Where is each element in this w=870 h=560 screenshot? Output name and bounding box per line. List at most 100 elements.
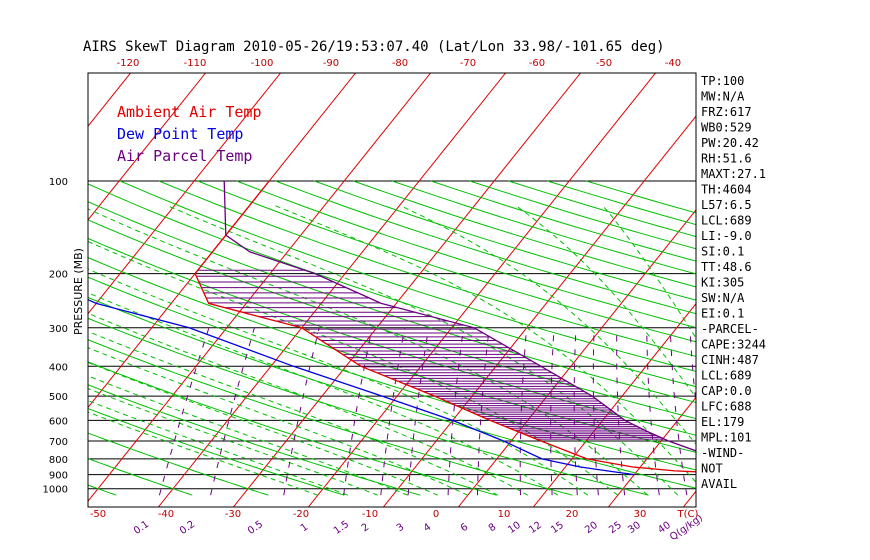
stability-index: LCL:689 — [701, 214, 752, 228]
top-temp-tick-label: -40 — [665, 58, 681, 69]
top-temp-tick-label: -70 — [460, 58, 476, 69]
moist-adiabat — [88, 388, 378, 496]
mixing-ratio-line — [616, 327, 626, 496]
top-temp-tick-label: -60 — [529, 58, 545, 69]
stability-index: WB0:529 — [701, 121, 752, 135]
chart-title: AIRS SkewT Diagram 2010-05-26/19:53:07.4… — [83, 39, 665, 55]
stability-index: RH:51.6 — [701, 152, 752, 166]
dry-adiabat — [88, 432, 269, 496]
dry-adiabat — [88, 339, 573, 496]
isotherm-line — [88, 73, 281, 315]
dry-adiabat — [88, 183, 696, 388]
bottom-temp-tick-label: 20 — [566, 509, 579, 520]
stability-index: PW:20.42 — [701, 136, 759, 150]
moist-adiabat — [88, 208, 649, 496]
pressure-tick-label: 100 — [49, 177, 68, 188]
dry-adiabat — [314, 180, 696, 301]
bottom-temp-tick-label: -40 — [158, 509, 174, 520]
top-temp-tick-label: -90 — [323, 58, 339, 69]
stability-index: SI:0.1 — [701, 245, 744, 259]
mixing-ratio-label: 1 — [299, 522, 311, 535]
pressure-tick-label: 500 — [49, 392, 68, 403]
stability-index: CAP:0.0 — [701, 384, 752, 398]
mixing-ratio-line — [550, 327, 555, 496]
mixing-ratio-label: 3 — [395, 522, 407, 535]
bottom-temp-tick-label: 30 — [634, 509, 647, 520]
dry-adiabat — [88, 484, 117, 496]
pressure-tick-label: 800 — [49, 455, 68, 466]
pressure-tick-label: 600 — [49, 416, 68, 427]
plot-frame — [87, 72, 697, 508]
moist-adiabat — [88, 375, 408, 496]
stability-index: SW:N/A — [701, 291, 745, 305]
moist-adiabat — [88, 240, 619, 496]
moist-adiabat — [88, 330, 499, 496]
dry-adiabat — [88, 458, 193, 496]
pressure-tick-label: 200 — [49, 270, 68, 281]
isotherm-line — [382, 115, 696, 507]
mixing-ratio-label: 30 — [626, 520, 643, 536]
isotherm-line — [833, 73, 870, 507]
dew-point-temp-line — [88, 298, 635, 476]
mixing-ratio-label: 8 — [487, 522, 499, 535]
bottom-temp-tick-label: -30 — [225, 509, 241, 520]
legend-dewpoint: Dew Point Temp — [117, 125, 243, 143]
mixing-ratio-line — [210, 327, 255, 496]
moist-adiabat — [88, 347, 469, 496]
top-temp-tick-label: -80 — [392, 58, 408, 69]
stability-index: LI:-9.0 — [701, 229, 752, 243]
mixing-ratio-line — [573, 327, 578, 496]
stability-index: MAXT:27.1 — [701, 167, 766, 181]
stability-index: FRZ:617 — [701, 105, 752, 119]
ambient-air-temp-line — [194, 180, 696, 473]
pressure-tick-label: 700 — [49, 437, 68, 448]
mixing-ratio-label: 6 — [459, 522, 471, 535]
isotherm-line — [232, 73, 581, 507]
bottom-temp-tick-label: -10 — [362, 509, 378, 520]
stability-index: MPL:101 — [701, 431, 752, 445]
bottom-temp-tick-label: -50 — [90, 509, 106, 520]
pressure-tick-label: 1000 — [43, 485, 68, 496]
isotherm-line — [457, 209, 696, 507]
isotherm-line — [88, 73, 356, 409]
isotherm-line — [532, 302, 696, 507]
mixing-ratio-line — [646, 327, 660, 496]
stability-index: TT:48.6 — [701, 260, 752, 274]
stability-index: AVAIL — [701, 477, 737, 491]
dry-adiabat — [88, 296, 696, 489]
mixing-ratio-label: 0.5 — [246, 519, 265, 537]
bottom-temp-tick-label: 10 — [498, 509, 511, 520]
bottom-temp-tick-label: T(C) — [677, 509, 699, 520]
stability-index: LCL:689 — [701, 369, 752, 383]
mixing-ratio-label: 25 — [607, 520, 624, 536]
stability-index: TH:4604 — [701, 183, 752, 197]
mixing-ratio-label: 15 — [549, 520, 566, 536]
stability-index: KI:305 — [701, 276, 744, 290]
air-parcel-temp-line — [223, 180, 696, 452]
top-temp-tick-label: -110 — [184, 58, 207, 69]
top-temp-tick-label: -120 — [117, 58, 140, 69]
dry-adiabat — [88, 317, 649, 496]
mixing-ratio-line — [343, 327, 373, 496]
moist-adiabat — [88, 361, 438, 496]
mixing-ratio-label: 12 — [527, 520, 544, 536]
dry-adiabat — [469, 180, 696, 250]
legend-ambient: Ambient Air Temp — [117, 103, 262, 121]
dry-adiabat — [158, 180, 696, 357]
isotherm-line — [607, 396, 696, 507]
isotherm-line — [307, 73, 656, 507]
mixing-ratio-label: 2 — [360, 522, 372, 535]
mixing-ratio-line — [407, 327, 430, 496]
isotherm-line — [88, 73, 431, 503]
bottom-temp-tick-label: 0 — [433, 509, 439, 520]
y-axis-label: PRESSURE (MB) — [72, 248, 85, 335]
bottom-temp-tick-label: -20 — [293, 509, 309, 520]
isotherm-line — [758, 73, 870, 507]
dry-adiabat — [275, 180, 696, 315]
stability-index: EL:179 — [701, 415, 744, 429]
moist-adiabat — [88, 411, 318, 496]
mixing-ratio-label: 20 — [583, 520, 600, 536]
stability-index: MW:N/A — [701, 90, 745, 104]
stability-index: TP:100 — [701, 74, 744, 88]
